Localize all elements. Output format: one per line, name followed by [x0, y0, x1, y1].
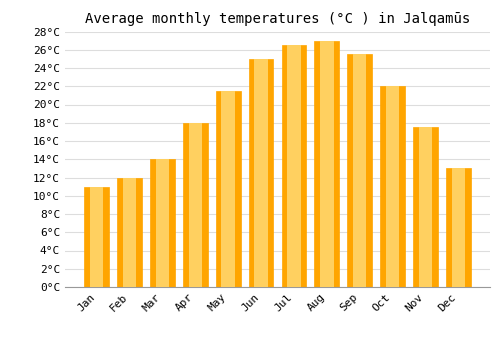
- Bar: [320, 41, 334, 287]
- Bar: [380, 86, 405, 287]
- Bar: [386, 86, 400, 287]
- Bar: [452, 168, 465, 287]
- Bar: [418, 127, 432, 287]
- Bar: [222, 91, 235, 287]
- Title: Average monthly temperatures (°C ) in Jalqamūs: Average monthly temperatures (°C ) in Ja…: [85, 12, 470, 26]
- Bar: [156, 159, 169, 287]
- Bar: [413, 127, 438, 287]
- Bar: [84, 187, 109, 287]
- Bar: [188, 123, 202, 287]
- Bar: [282, 45, 306, 287]
- Bar: [216, 91, 240, 287]
- Bar: [353, 54, 366, 287]
- Bar: [150, 159, 174, 287]
- Bar: [314, 41, 339, 287]
- Bar: [348, 54, 372, 287]
- Bar: [117, 177, 142, 287]
- Bar: [254, 59, 268, 287]
- Bar: [122, 177, 136, 287]
- Bar: [183, 123, 208, 287]
- Bar: [90, 187, 104, 287]
- Bar: [446, 168, 470, 287]
- Bar: [248, 59, 274, 287]
- Bar: [287, 45, 300, 287]
